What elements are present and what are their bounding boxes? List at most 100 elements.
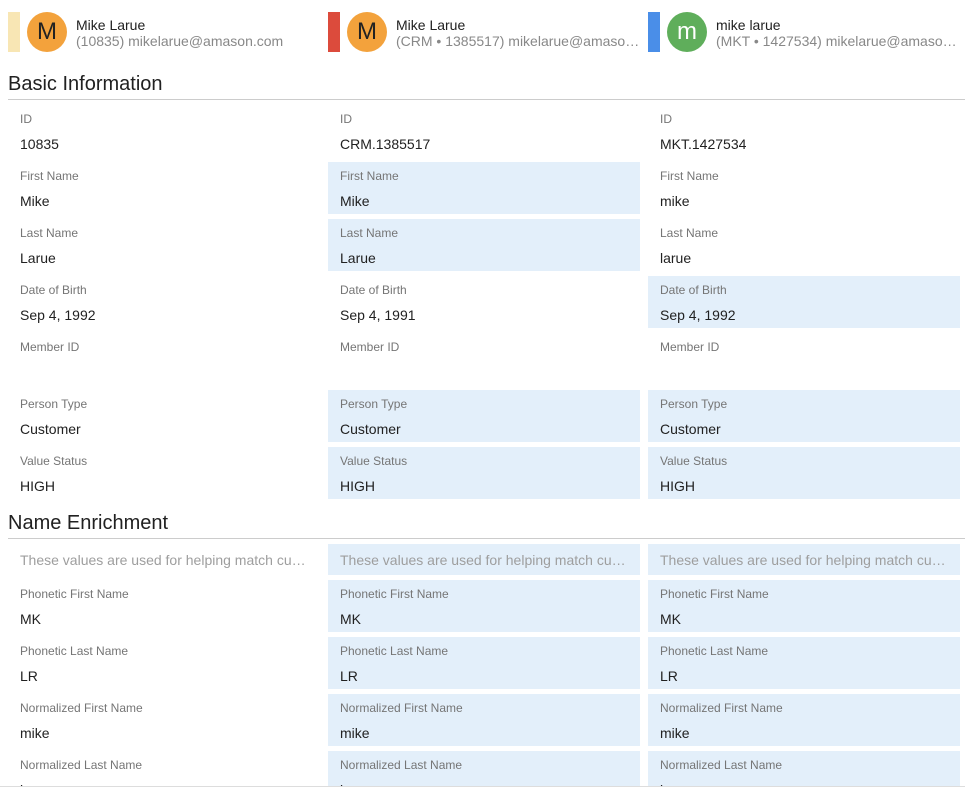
field-grid: ID 10835 ID CRM.1385517 ID MKT.1427534 First N… (8, 105, 965, 499)
field-label: Last Name (340, 226, 399, 240)
field-label: Last Name (660, 226, 719, 240)
field-cell: Normalized First Name mike (328, 694, 640, 746)
field-cell: Last Name Larue (328, 219, 640, 271)
field-label: Member ID (340, 340, 400, 354)
source-color-bar (8, 12, 20, 52)
field-cell: Phonetic Last Name LR (328, 637, 640, 689)
field-label: Phonetic First Name (340, 587, 449, 601)
field-label: Normalized Last Name (660, 758, 783, 772)
field-label: First Name (340, 169, 399, 183)
field-label: Phonetic Last Name (340, 644, 449, 658)
field-label: Value Status (340, 454, 408, 468)
field-label: ID (20, 112, 32, 126)
field-cell: First Name mike (648, 162, 960, 214)
field-value: MK (340, 611, 361, 627)
field-cell: Last Name Larue (8, 219, 320, 271)
section-note: These values are used for helping match … (648, 544, 960, 575)
field-cell: Date of Birth Sep 4, 1991 (328, 276, 640, 328)
field-label: Date of Birth (660, 283, 727, 297)
field-cell: Value Status HIGH (648, 447, 960, 499)
field-value: Customer (340, 421, 401, 437)
field-label: Normalized First Name (660, 701, 783, 715)
field-value: mike (660, 725, 690, 741)
field-value: Customer (20, 421, 81, 437)
field-value: larue (20, 782, 308, 786)
field-value: HIGH (660, 478, 695, 494)
field-cell: Phonetic Last Name LR (648, 637, 960, 689)
field-cell: Phonetic First Name MK (648, 580, 960, 632)
profile-card[interactable]: M Mike Larue (10835) mikelarue@amason.com (8, 12, 320, 52)
profile-card[interactable]: M Mike Larue (CRM • 1385517) mikelarue@ama… (328, 12, 640, 52)
field-label: Normalized First Name (340, 701, 463, 715)
field-label: Normalized First Name (20, 701, 143, 715)
field-label: Date of Birth (20, 283, 87, 297)
field-label: Date of Birth (340, 283, 407, 297)
profile-card[interactable]: m mike larue (MKT • 1427534) mikelarue@ama… (648, 12, 960, 52)
field-label: Normalized Last Name (340, 758, 463, 772)
field-label: Value Status (660, 454, 728, 468)
avatar: M (347, 12, 387, 52)
section-note: These values are used for helping match … (20, 552, 306, 568)
field-cell: Phonetic Last Name LR (8, 637, 320, 689)
field-value: Larue (340, 250, 376, 266)
field-cell: ID 10835 (8, 105, 320, 157)
field-label: First Name (660, 169, 719, 183)
field-value: MK (20, 611, 41, 627)
field-value: LR (660, 668, 678, 684)
field-grid: These values are used for helping match … (8, 544, 965, 786)
field-value: mike (340, 725, 370, 741)
field-cell: Date of Birth Sep 4, 1992 (648, 276, 960, 328)
field-value: Sep 4, 1991 (340, 307, 416, 323)
field-cell: Phonetic First Name MK (328, 580, 640, 632)
profile-name: mike larue (716, 17, 781, 33)
field-value: larue (660, 250, 692, 266)
profile-header: M Mike Larue (10835) mikelarue@amason.com M… (0, 0, 965, 60)
field-value: Sep 4, 1992 (660, 307, 736, 323)
field-value: Mike (20, 193, 50, 209)
field-label: Member ID (20, 340, 80, 354)
field-label: Person Type (340, 397, 408, 411)
field-cell: First Name Mike (328, 162, 640, 214)
field-value: Mike (340, 193, 370, 209)
field-cell: Phonetic First Name MK (8, 580, 320, 632)
field-label: ID (340, 112, 352, 126)
field-value: Customer (660, 421, 721, 437)
field-cell: First Name Mike (8, 162, 320, 214)
field-label: Phonetic Last Name (660, 644, 769, 658)
avatar: M (27, 12, 67, 52)
profile-detail: (CRM • 1385517) mikelarue@amaso… (396, 33, 640, 49)
section-title: Name Enrichment (8, 509, 965, 539)
field-value: 10835 (20, 136, 59, 152)
field-cell: Normalized Last Name larue (328, 751, 640, 786)
field-cell: Person Type Customer (328, 390, 640, 442)
field-label: Person Type (20, 397, 88, 411)
field-value: HIGH (340, 478, 375, 494)
field-label: Phonetic First Name (660, 587, 769, 601)
field-label: First Name (20, 169, 79, 183)
field-value: Larue (20, 250, 56, 266)
field-value: LR (20, 668, 38, 684)
field-value: larue (660, 782, 948, 786)
field-cell: ID CRM.1385517 (328, 105, 640, 157)
field-value: mike (20, 725, 50, 741)
field-value: Sep 4, 1992 (20, 307, 96, 323)
field-cell: Normalized First Name mike (648, 694, 960, 746)
field-cell: Date of Birth Sep 4, 1992 (8, 276, 320, 328)
field-label: ID (660, 112, 672, 126)
profile-name: Mike Larue (76, 17, 146, 33)
field-cell: ID MKT.1427534 (648, 105, 960, 157)
sections: Basic Information ID 10835 ID CRM.1385517 ID M… (0, 70, 965, 786)
field-value: mike (660, 193, 690, 209)
section-note: These values are used for helping match … (328, 544, 640, 575)
field-value: LR (340, 668, 358, 684)
field-label: Last Name (20, 226, 79, 240)
section-title: Basic Information (8, 70, 965, 100)
field-cell: Member ID (328, 333, 640, 385)
field-label: Member ID (660, 340, 720, 354)
field-cell: Normalized Last Name larue (8, 751, 320, 786)
profile-detail: (10835) mikelarue@amason.com (76, 33, 284, 49)
profile-name: Mike Larue (396, 17, 466, 33)
field-cell: Normalized First Name mike (8, 694, 320, 746)
field-label: Normalized Last Name (20, 758, 143, 772)
